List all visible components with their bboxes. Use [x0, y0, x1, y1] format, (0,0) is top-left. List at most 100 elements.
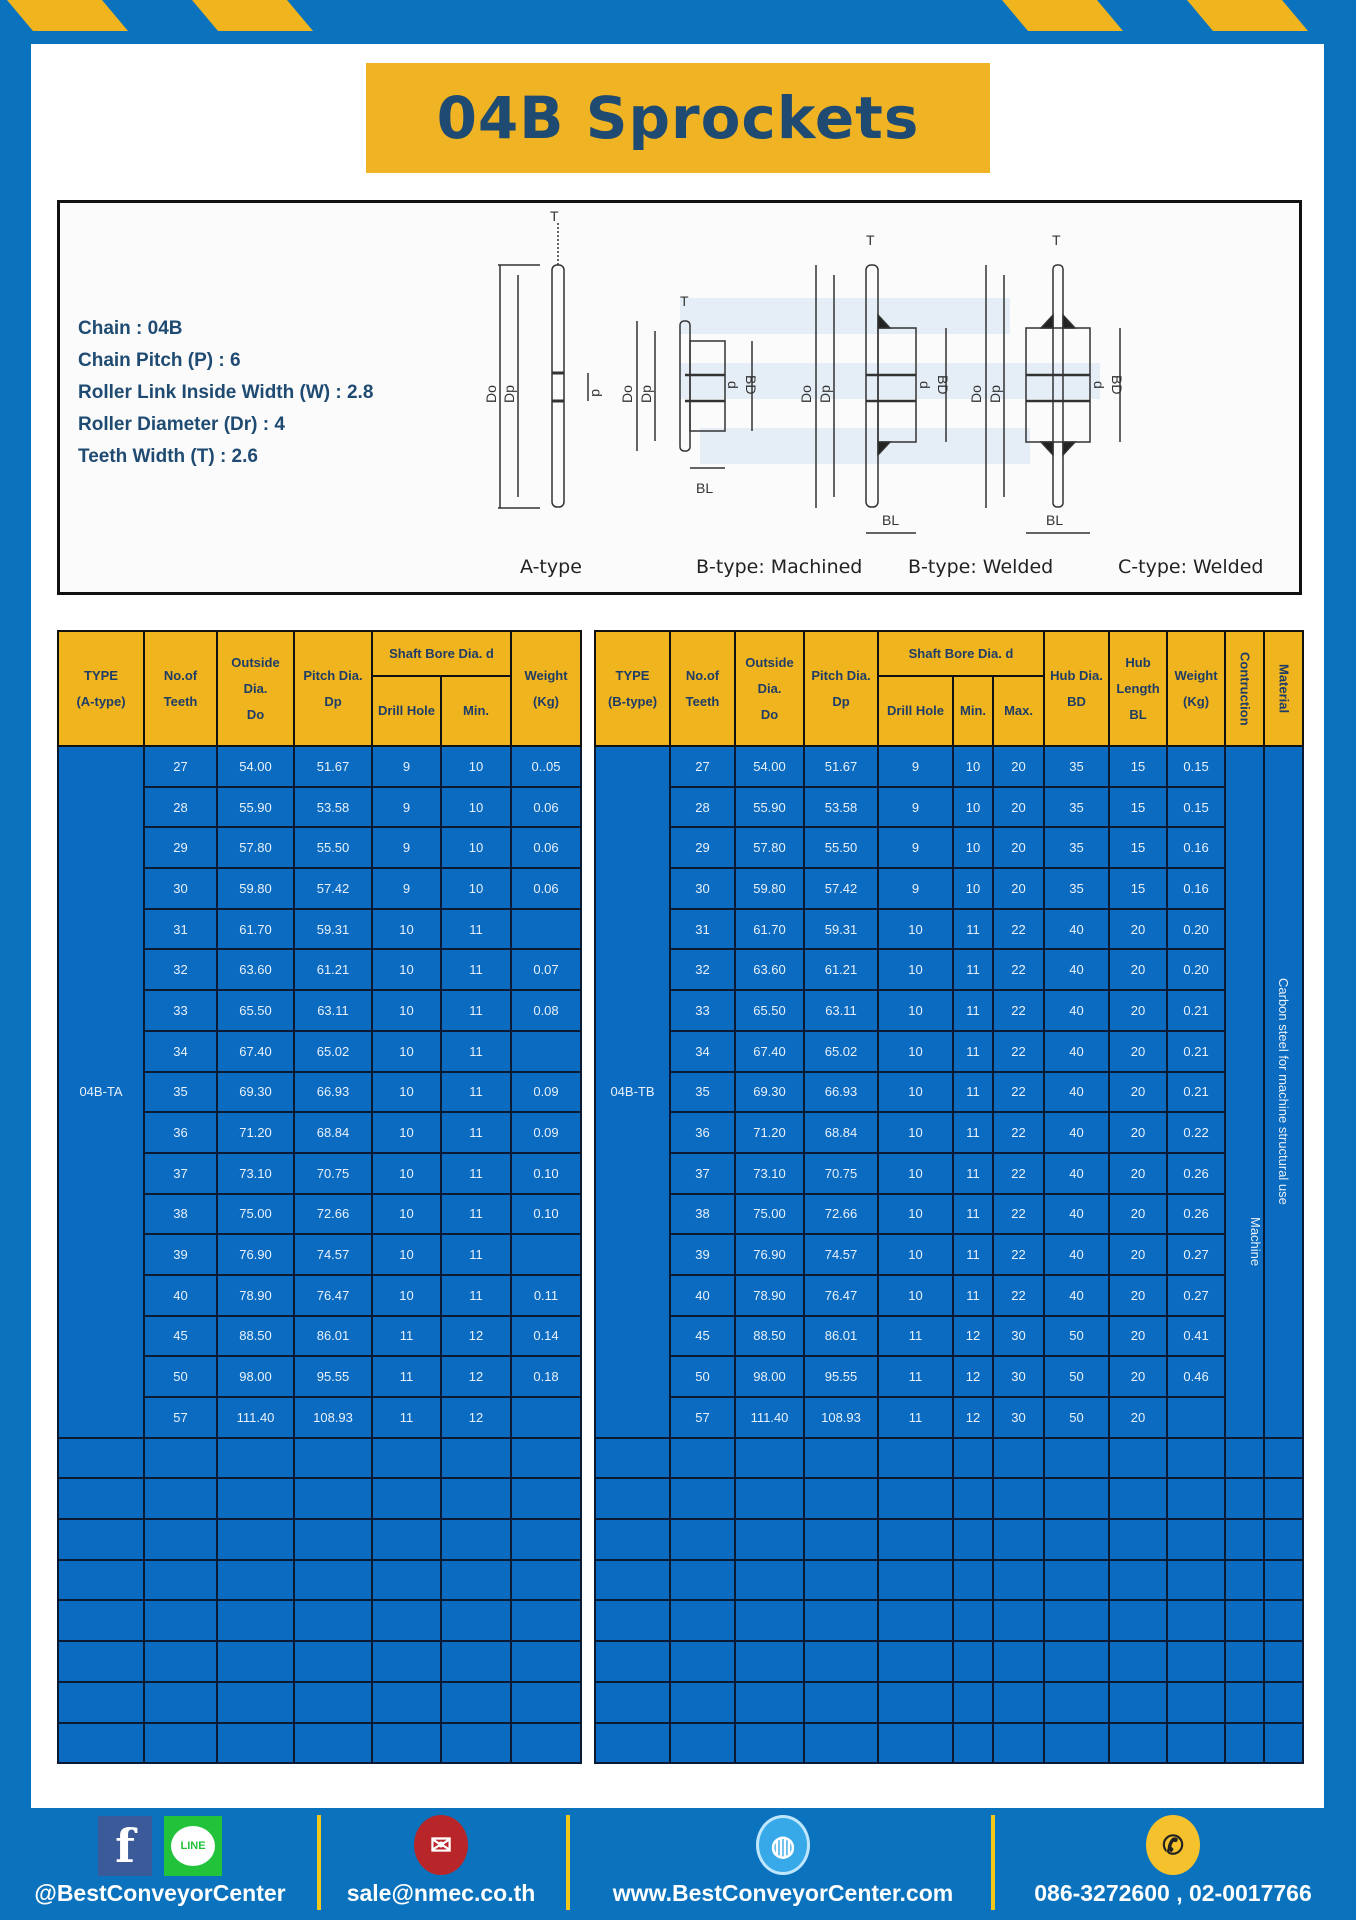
weight-cell: 0.18 — [510, 1355, 582, 1398]
pitch-dia-cell: 95.55 — [803, 1355, 879, 1398]
empty-cell — [216, 1640, 295, 1683]
drill-hole-cell: 10 — [371, 948, 442, 992]
max-bore-cell: 22 — [991, 1070, 1046, 1114]
teeth-cell: 50 — [143, 1355, 218, 1398]
social-handle[interactable]: @BestConveyorCenter — [34, 1880, 286, 1906]
website-link[interactable]: www.BestConveyorCenter.com — [612, 1880, 954, 1906]
empty-cell — [57, 1599, 145, 1643]
hub-dia-cell: 40 — [1043, 907, 1111, 951]
table-row: 38 75.00 72.66 10 11 22 40 20 0.26 — [595, 1192, 1303, 1236]
label-T: T — [680, 293, 689, 309]
label-Do: Do — [798, 385, 814, 403]
empty-cell — [669, 1436, 736, 1480]
empty-cell — [510, 1558, 582, 1602]
divider — [566, 1815, 570, 1910]
weight-cell: 0.15 — [1166, 745, 1227, 788]
pitch-dia-cell: 108.93 — [293, 1396, 373, 1439]
empty-cell — [143, 1721, 218, 1765]
outside-dia-cell: 69.30 — [216, 1070, 295, 1114]
empty-cell — [952, 1518, 994, 1561]
teeth-cell: 50 — [669, 1355, 736, 1398]
label-T: T — [1052, 232, 1061, 248]
weight-cell: 0.10 — [510, 1192, 582, 1236]
empty-cell — [1224, 1558, 1266, 1602]
phone-icon[interactable]: ✆ — [1146, 1815, 1200, 1875]
weight-cell: 0.09 — [510, 1111, 582, 1154]
weight-cell: 0.27 — [1166, 1273, 1227, 1317]
empty-row — [57, 1721, 582, 1765]
empty-cell — [1043, 1558, 1111, 1602]
hub-length-cell: 15 — [1108, 867, 1169, 910]
label-T: T — [866, 232, 875, 248]
empty-cell — [293, 1558, 373, 1602]
max-bore-cell: 22 — [991, 989, 1046, 1032]
divider — [991, 1815, 995, 1910]
header-teeth: No.of Teeth — [143, 630, 218, 747]
decor-stripe — [6, 0, 129, 31]
empty-cell — [440, 1436, 512, 1480]
table-row: 28 55.90 53.58 9 10 20 35 15 0.15 — [595, 785, 1303, 829]
outside-dia-cell: 76.90 — [734, 1233, 805, 1276]
drill-hole-cell: 10 — [877, 1151, 954, 1195]
caption-b-welded: B-type: Welded — [908, 556, 1054, 578]
empty-cell — [991, 1518, 1046, 1561]
decor-stripe — [1186, 0, 1309, 31]
email-icon[interactable]: ✉ — [414, 1815, 468, 1875]
weight-cell: 0..05 — [510, 745, 582, 788]
min-bore-cell: 11 — [440, 1029, 512, 1073]
empty-cell — [293, 1680, 373, 1724]
outside-dia-cell: 76.90 — [216, 1233, 295, 1276]
drill-hole-cell: 10 — [371, 1070, 442, 1114]
header-min: Min. — [952, 675, 994, 747]
weight-cell: 0.46 — [1166, 1355, 1227, 1398]
empty-cell — [143, 1680, 218, 1724]
line-icon[interactable]: LINE — [164, 1816, 222, 1876]
drill-hole-cell: 10 — [877, 907, 954, 951]
weight-cell: 0.20 — [1166, 948, 1227, 992]
label-T: T — [550, 208, 559, 224]
drill-hole-cell: 10 — [877, 1070, 954, 1114]
empty-cell — [510, 1599, 582, 1643]
empty-cell — [57, 1721, 145, 1765]
teeth-cell: 27 — [143, 745, 218, 788]
weight-cell — [510, 1396, 582, 1439]
empty-cell — [1263, 1436, 1305, 1480]
weight-cell: 0.10 — [510, 1151, 582, 1195]
empty-row — [594, 1477, 1305, 1521]
empty-cell — [594, 1436, 671, 1480]
weight-cell: 0.08 — [510, 989, 582, 1032]
weight-cell: 0.21 — [1166, 989, 1227, 1032]
spec-pitch: Chain Pitch (P) : 6 — [78, 350, 241, 371]
empty-cell — [1263, 1477, 1305, 1521]
globe-icon[interactable]: ◍ — [756, 1815, 810, 1875]
email-link[interactable]: sale@nmec.co.th — [346, 1880, 536, 1906]
min-bore-cell: 12 — [440, 1314, 512, 1358]
weight-cell: 0.21 — [1166, 1070, 1227, 1114]
empty-row — [594, 1558, 1305, 1602]
drill-hole-cell: 9 — [877, 867, 954, 910]
empty-cell — [1166, 1721, 1227, 1765]
empty-cell — [877, 1721, 954, 1765]
drill-hole-cell: 10 — [371, 989, 442, 1032]
table-row: 30 59.80 57.42 9 10 20 35 15 0.16 — [595, 867, 1303, 910]
table-row: 38 75.00 72.66 10 11 0.10 — [58, 1192, 582, 1236]
b-type-table: TYPE (B-type) No.of Teeth Outside Dia. Do Pi… — [594, 630, 1305, 1765]
label-d: d — [589, 389, 605, 397]
label-BD: BD — [1109, 375, 1125, 394]
phone-numbers[interactable]: 086-3272600 , 02-0017766 — [1034, 1880, 1312, 1906]
facebook-icon[interactable]: f — [98, 1816, 152, 1876]
weight-cell: 0.20 — [1166, 907, 1227, 951]
min-bore-cell: 10 — [952, 785, 994, 829]
empty-cell — [952, 1477, 994, 1521]
pitch-dia-cell: 65.02 — [803, 1029, 879, 1073]
pitch-dia-cell: 51.67 — [803, 745, 879, 788]
empty-cell — [216, 1599, 295, 1643]
empty-cell — [216, 1558, 295, 1602]
outside-dia-cell: 78.90 — [216, 1273, 295, 1317]
min-bore-cell: 12 — [440, 1355, 512, 1398]
hub-length-cell: 15 — [1108, 745, 1169, 788]
label-d: d — [725, 381, 741, 389]
min-bore-cell: 11 — [440, 1151, 512, 1195]
empty-cell — [1166, 1680, 1227, 1724]
empty-cell — [1108, 1640, 1169, 1683]
